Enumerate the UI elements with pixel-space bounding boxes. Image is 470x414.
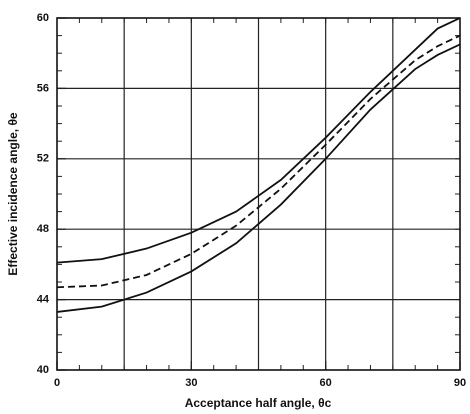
x-tick-label: 90 — [454, 377, 466, 389]
y-axis-label: Effective incidence angle, θe — [6, 112, 20, 276]
series-line — [57, 34, 460, 289]
series-line — [57, 18, 460, 264]
plot-frame — [56, 17, 461, 371]
y-tick-label: 44 — [37, 294, 50, 306]
y-tick-label: 60 — [37, 12, 49, 24]
y-tick-label: 52 — [37, 153, 49, 165]
x-tick-label: 60 — [320, 377, 332, 389]
y-tick-label: 56 — [37, 82, 49, 94]
x-tick-label: 0 — [54, 377, 60, 389]
x-tick-label: 30 — [185, 377, 197, 389]
x-axis-label: Acceptance half angle, θc — [185, 396, 332, 410]
y-tick-label: 40 — [37, 364, 49, 376]
y-tick-label: 48 — [37, 223, 49, 235]
series-line — [57, 43, 460, 313]
